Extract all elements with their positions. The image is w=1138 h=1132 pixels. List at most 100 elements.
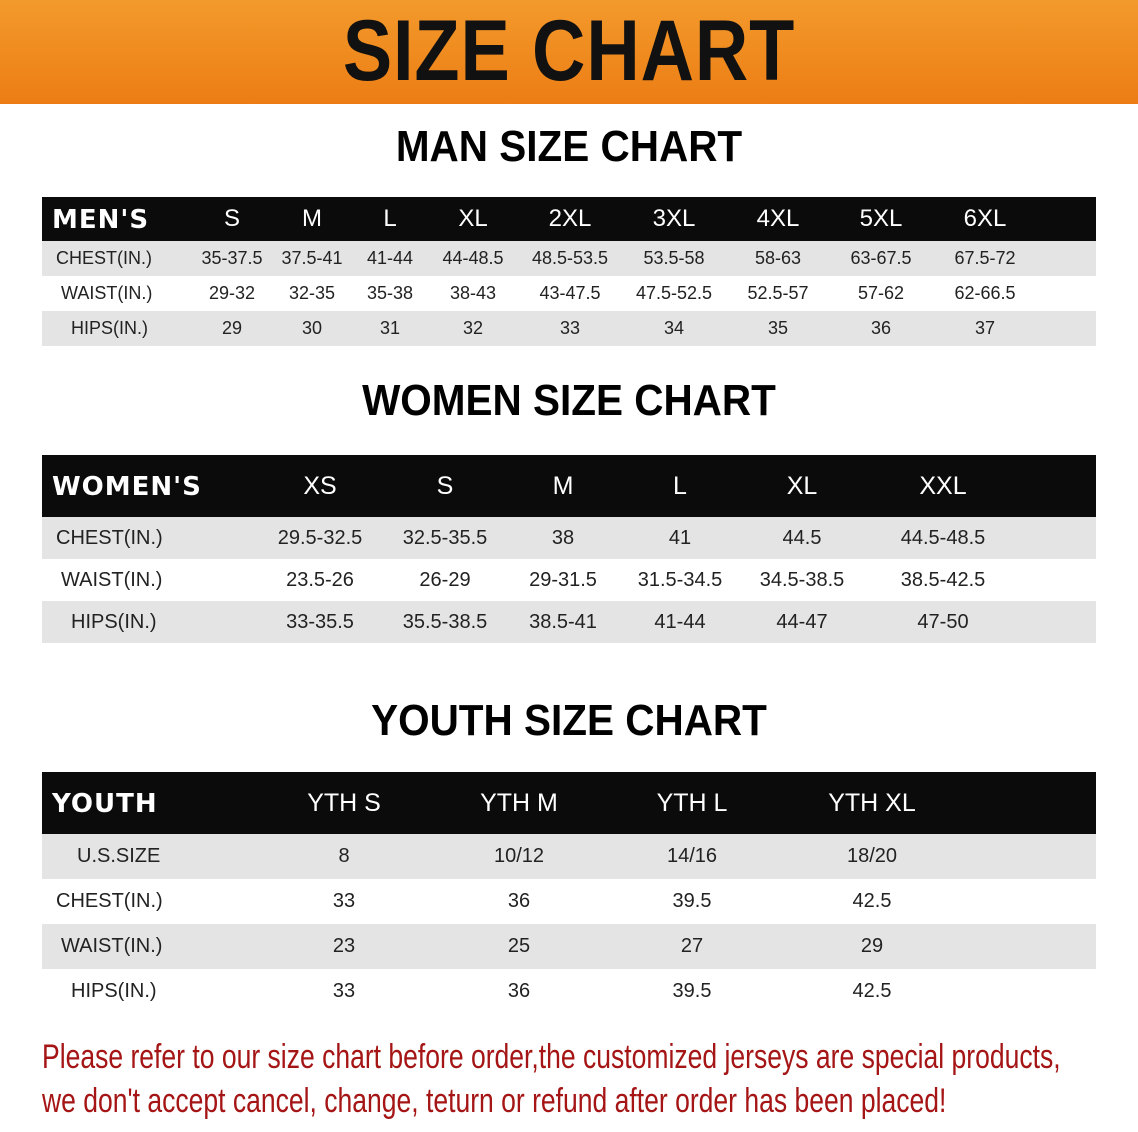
- notice-line-1: Please refer to our size chart before or…: [42, 1038, 1061, 1076]
- youth-cell: 39.5: [672, 890, 712, 912]
- youth-cell: 14/16: [666, 845, 718, 867]
- women-cell: 41: [668, 526, 692, 549]
- youth-table-row: HIPS(IN.) 33 36 39.5 42.5: [42, 969, 1096, 1014]
- youth-cell: 25: [507, 935, 531, 957]
- youth-cell: 29: [860, 935, 884, 957]
- women-cell: 26-29: [419, 568, 471, 591]
- men-cell: 48.5-53.5: [531, 248, 609, 269]
- men-header-label: MEN'S: [52, 205, 150, 236]
- youth-table-row: CHEST(IN.) 33 36 39.5 42.5: [42, 879, 1096, 924]
- men-header-size: 5XL: [859, 205, 903, 233]
- women-cell: 32.5-35.5: [402, 526, 488, 549]
- men-cell: 41-44: [366, 248, 414, 269]
- men-row-label: WAIST(IN.): [61, 283, 153, 304]
- notice-line-2: we don't accept cancel, change, teturn o…: [42, 1082, 947, 1120]
- men-cell: 35: [767, 318, 789, 339]
- men-header-size: L: [383, 205, 397, 233]
- youth-cell: 33: [332, 890, 356, 912]
- women-size-table: WOMEN'S XS S M L XL XXL CHEST(IN.) 29.5-32.5 32.5…: [42, 455, 1096, 643]
- youth-row-label: WAIST(IN.): [61, 935, 163, 957]
- youth-cell: 42.5: [852, 890, 892, 912]
- women-header-size: XL: [786, 471, 818, 500]
- men-cell: 57-62: [857, 283, 905, 304]
- men-header-size: 4XL: [756, 205, 800, 233]
- youth-cell: 36: [507, 980, 531, 1002]
- women-table-row: WAIST(IN.) 23.5-26 26-29 29-31.5 31.5-34.5 34…: [42, 559, 1096, 601]
- women-cell: 47-50: [917, 610, 969, 633]
- men-cell: 47.5-52.5: [635, 283, 713, 304]
- men-cell: 29-32: [208, 283, 256, 304]
- women-cell: 41-44: [654, 610, 706, 633]
- youth-row-label: HIPS(IN.): [71, 980, 157, 1002]
- women-cell: 44-47: [776, 610, 828, 633]
- men-cell: 35-37.5: [201, 248, 263, 269]
- men-cell: 67.5-72: [954, 248, 1016, 269]
- women-cell: 29-31.5: [529, 568, 597, 591]
- youth-size-table: YOUTH YTH S YTH M YTH L YTH XL U.S.SIZE 8 10/12…: [42, 772, 1096, 1014]
- men-cell: 37: [974, 318, 996, 339]
- youth-cell: 23: [332, 935, 356, 957]
- men-table-row: WAIST(IN.) 29-32 32-35 35-38 38-43 43-47.5 47.…: [42, 276, 1096, 311]
- men-cell: 38-43: [449, 283, 497, 304]
- men-cell: 63-67.5: [850, 248, 912, 269]
- men-table-row: CHEST(IN.) 35-37.5 37.5-41 41-44 44-48.5 48.5…: [42, 241, 1096, 276]
- men-cell: 58-63: [754, 248, 802, 269]
- youth-section-title: YOUTH SIZE CHART: [371, 696, 767, 745]
- youth-cell: 27: [680, 935, 704, 957]
- women-cell: 35.5-38.5: [402, 610, 488, 633]
- women-table-row: CHEST(IN.) 29.5-32.5 32.5-35.5 38 41 44.5 44.5…: [42, 517, 1096, 559]
- women-row-label: WAIST(IN.): [61, 568, 163, 591]
- men-table-row: HIPS(IN.) 29 30 31 32 33 34 35 36 37: [42, 311, 1096, 346]
- youth-header-size: YTH M: [480, 788, 558, 817]
- youth-header-row: YOUTH YTH S YTH M YTH L YTH XL: [42, 772, 1096, 834]
- women-section-title: WOMEN SIZE CHART: [362, 376, 776, 425]
- women-cell: 38.5-41: [529, 610, 597, 633]
- women-header-label: WOMEN'S: [52, 471, 202, 502]
- women-cell: 38: [551, 526, 575, 549]
- youth-header-label: YOUTH: [52, 788, 158, 819]
- size-chart-banner: SIZE CHART: [0, 0, 1138, 104]
- men-row-label: HIPS(IN.): [71, 318, 149, 339]
- men-cell: 53.5-58: [643, 248, 705, 269]
- youth-cell: 33: [332, 980, 356, 1002]
- women-row-label: HIPS(IN.): [71, 610, 157, 633]
- youth-row-label: CHEST(IN.): [56, 890, 163, 912]
- men-cell: 34: [663, 318, 685, 339]
- women-cell: 44.5: [782, 526, 822, 549]
- men-size-table: MEN'S S M L XL 2XL 3XL 4XL 5XL 6XL CHEST(IN.) 35-37…: [42, 197, 1096, 346]
- women-header-size: M: [552, 471, 574, 500]
- men-header-size: M: [302, 205, 322, 233]
- men-cell: 32: [462, 318, 484, 339]
- men-cell: 29: [221, 318, 243, 339]
- men-cell: 37.5-41: [281, 248, 343, 269]
- youth-cell: 36: [507, 890, 531, 912]
- women-cell: 23.5-26: [286, 568, 354, 591]
- men-cell: 43-47.5: [539, 283, 601, 304]
- youth-header-size: YTH L: [656, 788, 728, 817]
- youth-table-row: U.S.SIZE 8 10/12 14/16 18/20: [42, 834, 1096, 879]
- women-header-size: XS: [303, 471, 337, 500]
- men-cell: 52.5-57: [747, 283, 809, 304]
- banner-title: SIZE CHART: [342, 3, 796, 99]
- men-header-size: S: [223, 205, 241, 233]
- men-cell: 31: [379, 318, 401, 339]
- youth-cell: 10/12: [493, 845, 545, 867]
- women-cell: 34.5-38.5: [759, 568, 845, 591]
- youth-cell: 8: [338, 845, 350, 867]
- women-header-size: XXL: [919, 471, 967, 500]
- women-cell: 38.5-42.5: [900, 568, 986, 591]
- youth-cell: 18/20: [846, 845, 898, 867]
- women-cell: 31.5-34.5: [637, 568, 723, 591]
- youth-table-row: WAIST(IN.) 23 25 27 29: [42, 924, 1096, 969]
- men-row-label: CHEST(IN.): [56, 248, 152, 269]
- men-header-size: XL: [458, 205, 488, 233]
- men-cell: 32-35: [288, 283, 336, 304]
- women-cell: 44.5-48.5: [900, 526, 986, 549]
- women-header-size: L: [673, 471, 687, 500]
- men-cell: 44-48.5: [442, 248, 504, 269]
- youth-row-label: U.S.SIZE: [77, 845, 161, 867]
- women-table-row: HIPS(IN.) 33-35.5 35.5-38.5 38.5-41 41-44 44-…: [42, 601, 1096, 643]
- women-header-row: WOMEN'S XS S M L XL XXL: [42, 455, 1096, 517]
- men-cell: 30: [301, 318, 323, 339]
- men-section-title: MAN SIZE CHART: [395, 122, 743, 171]
